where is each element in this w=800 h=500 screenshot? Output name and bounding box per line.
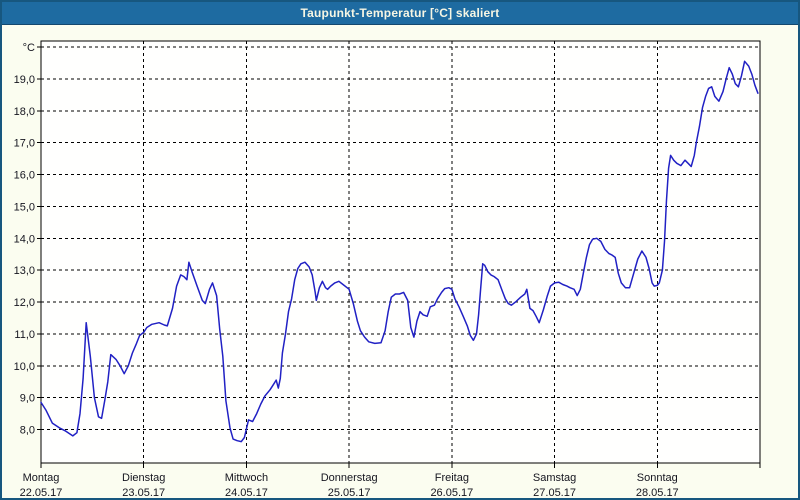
x-date-label: 23.05.17 <box>122 487 165 498</box>
y-tick-label: 19,0 <box>14 74 35 86</box>
x-date-label: 27.05.17 <box>533 487 576 498</box>
x-date-label: 22.05.17 <box>20 487 63 498</box>
x-date-label: 26.05.17 <box>430 487 473 498</box>
x-date-label: 24.05.17 <box>225 487 268 498</box>
y-tick-label: 14,0 <box>14 233 35 245</box>
y-tick-label: 13,0 <box>14 265 35 277</box>
chart-title: Taupunkt-Temperatur [°C] skaliert <box>300 6 500 20</box>
y-tick-label: 18,0 <box>14 106 35 118</box>
y-axis-unit-label: °C <box>23 42 35 54</box>
y-tick-label: 12,0 <box>14 297 35 309</box>
y-tick-label: 16,0 <box>14 170 35 182</box>
x-day-label: Sonntag <box>637 472 678 484</box>
y-tick-label: 11,0 <box>14 329 35 341</box>
x-day-label: Dienstag <box>122 472 165 484</box>
y-tick-label: 10,0 <box>14 361 35 373</box>
plot-background <box>41 41 760 463</box>
y-tick-label: 8,0 <box>20 425 35 437</box>
y-tick-label: 15,0 <box>14 201 35 213</box>
x-date-label: 25.05.17 <box>328 487 371 498</box>
x-day-label: Montag <box>23 472 60 484</box>
x-date-label: 28.05.17 <box>636 487 679 498</box>
dewpoint-chart-canvas: °C 19,0 18,0 17,0 16,0 15,0 14,0 13,0 12,0 11,0 10… <box>14 40 761 498</box>
x-day-label: Donnerstag <box>321 472 378 484</box>
plot-border <box>40 40 761 464</box>
y-tick-label: 9,0 <box>20 393 35 405</box>
title-bar: Taupunkt-Temperatur [°C] skaliert <box>2 2 798 25</box>
x-day-label: Freitag <box>435 472 469 484</box>
x-day-label: Samstag <box>533 472 576 484</box>
y-tick-label: 17,0 <box>14 138 35 150</box>
x-day-label: Mittwoch <box>225 472 268 484</box>
dewpoint-temperature-line <box>40 60 759 443</box>
chart-area: °C 19,0 18,0 17,0 16,0 15,0 14,0 13,0 12,0 11,0 10… <box>2 25 798 498</box>
